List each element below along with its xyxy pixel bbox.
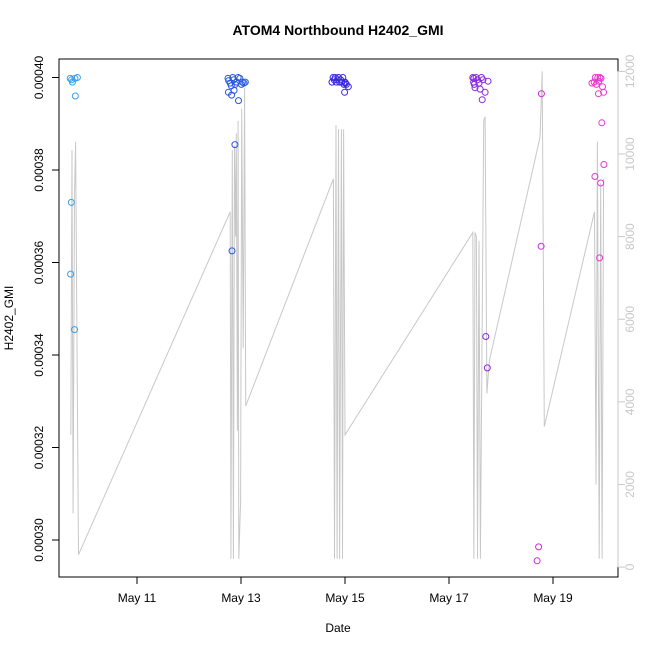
- data-point: [238, 78, 246, 86]
- data-point: [595, 90, 602, 98]
- x-tick-label: May 19: [533, 591, 573, 605]
- y2-tick-label: 2000: [623, 471, 637, 498]
- data-point: [600, 88, 608, 96]
- data-point: [71, 92, 79, 100]
- data-point: [235, 97, 242, 105]
- data-point: [67, 198, 75, 206]
- data-point: [71, 326, 78, 334]
- y2-tick-label: 6000: [623, 306, 637, 333]
- x-tick-label: May 17: [429, 591, 469, 605]
- y2-tick-label: 12000: [623, 54, 637, 88]
- data-point: [67, 270, 75, 278]
- data-point: [600, 161, 608, 168]
- line-series: [70, 71, 605, 559]
- data-point: [470, 74, 478, 82]
- y-tick-label: 0.00040: [32, 55, 46, 99]
- y-axis-right: 0 2000 4000 6000 8000 10000 12000: [617, 54, 637, 570]
- data-point: [481, 88, 489, 96]
- data-point: [598, 119, 606, 127]
- x-axis: May 11 May 13 May 15 May 17 May 19: [118, 577, 573, 605]
- y-axis-left: 0.00030 0.00032 0.00034 0.00036 0.00038 0.000…: [32, 55, 59, 562]
- data-point: [484, 77, 492, 85]
- data-point: [483, 364, 491, 372]
- data-point: [597, 179, 605, 187]
- y2-tick-label: 0: [623, 563, 637, 570]
- points-layer: [66, 74, 608, 565]
- data-point: [240, 79, 248, 87]
- data-point: [231, 141, 239, 149]
- data-point: [594, 74, 602, 81]
- data-point: [533, 557, 541, 565]
- data-point: [335, 74, 342, 81]
- data-point: [476, 85, 484, 93]
- y-tick-label: 0.00038: [32, 148, 46, 192]
- data-point: [535, 543, 543, 551]
- y-tick-label: 0.00030: [32, 518, 46, 562]
- y-axis-label: H2402_GMI: [2, 286, 16, 351]
- data-point: [474, 76, 481, 84]
- data-point: [597, 74, 605, 82]
- data-point: [342, 80, 350, 88]
- data-point: [228, 247, 236, 255]
- data-point: [590, 78, 598, 86]
- x-tick-label: May 15: [325, 591, 365, 605]
- y2-tick-label: 8000: [623, 223, 637, 250]
- y-tick-label: 0.00032: [32, 425, 46, 469]
- data-point: [537, 242, 545, 250]
- data-point: [482, 333, 490, 340]
- data-point: [341, 88, 349, 96]
- line-layer: [70, 71, 605, 559]
- data-point: [479, 76, 487, 84]
- data-point: [471, 84, 479, 92]
- x-tick-label: May 11: [118, 591, 157, 605]
- x-tick-label: May 13: [221, 591, 261, 605]
- data-point: [73, 74, 81, 81]
- data-point: [66, 74, 74, 82]
- y-tick-label: 0.00036: [32, 240, 46, 284]
- y-tick-label: 0.00034: [32, 333, 46, 377]
- data-point: [537, 90, 545, 98]
- data-point: [596, 74, 604, 81]
- data-point: [241, 78, 249, 86]
- data-point: [596, 254, 604, 262]
- data-point: [230, 86, 238, 94]
- x-axis-label: Date: [325, 621, 351, 635]
- y2-tick-label: 4000: [623, 388, 637, 415]
- data-point: [341, 79, 349, 87]
- y2-tick-label: 10000: [623, 137, 637, 171]
- data-point: [599, 83, 606, 91]
- data-point: [591, 173, 599, 180]
- chart-title: ATOM4 Northbound H2402_GMI: [232, 22, 443, 38]
- data-point: [478, 96, 486, 104]
